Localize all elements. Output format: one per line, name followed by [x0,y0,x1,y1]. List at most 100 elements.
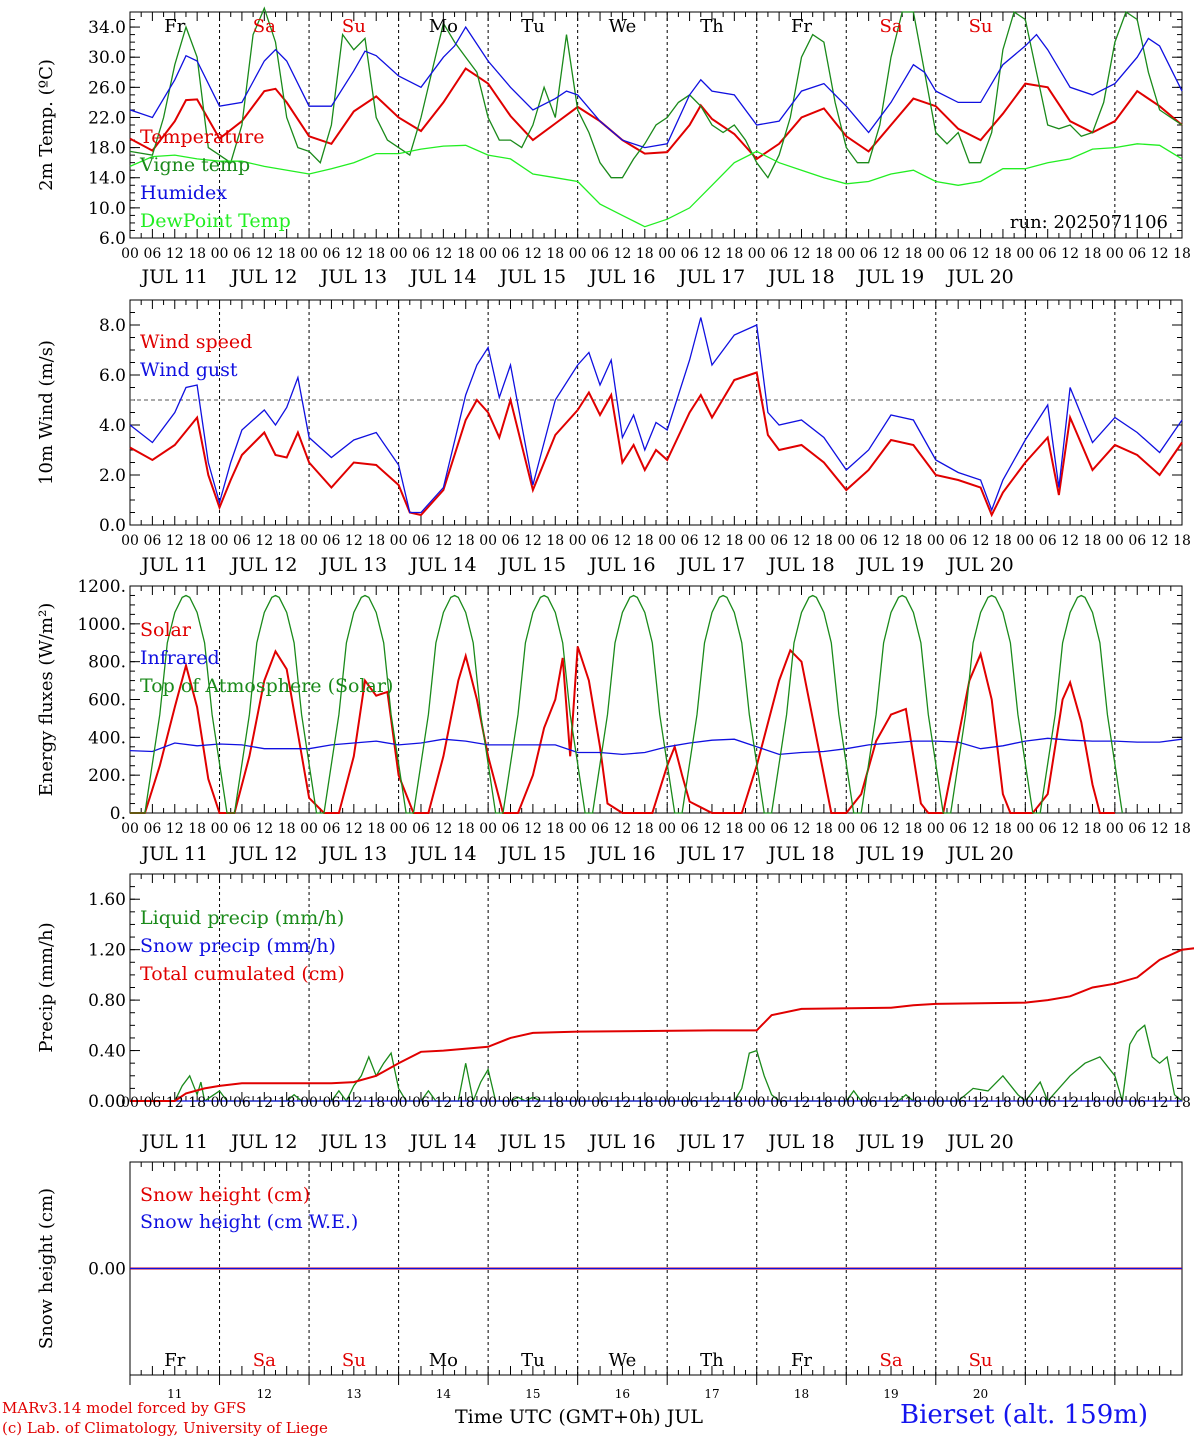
hour-tick-label: 00 [300,1095,318,1111]
hour-tick-label: 12 [255,246,273,262]
hour-tick-label: 12 [972,246,990,262]
date-label: JUL 17 [677,266,745,288]
y-axis-title: Snow height (cm) [36,1188,57,1349]
hour-tick-label: 06 [143,821,161,837]
hour-tick-label: 06 [860,533,878,549]
hour-tick-label: 06 [502,533,520,549]
y-tick-label: 2.0 [99,466,126,486]
y-tick-label: 22.0 [88,108,126,128]
hour-tick-label: 00 [211,533,229,549]
hour-tick-label: 06 [860,246,878,262]
day-name-label: We [609,1350,637,1371]
hour-tick-label: 18 [904,821,922,837]
hour-tick-label: 06 [681,1095,699,1111]
date-label: JUL 15 [498,554,566,576]
y-tick-label: 0. [110,804,126,824]
hour-tick-label: 18 [725,246,743,262]
hour-tick-label: 18 [725,1095,743,1111]
hour-tick-label: 00 [479,1095,497,1111]
date-label: JUL 16 [587,843,655,865]
date-label: JUL 19 [856,1131,924,1153]
hour-tick-label: 18 [546,821,564,837]
date-label: JUL 16 [587,266,655,288]
y-tick-label: 600. [88,691,126,711]
date-label: JUL 13 [319,843,387,865]
hour-tick-label: 18 [636,821,654,837]
hour-tick-label: 18 [904,1095,922,1111]
date-label: JUL 14 [408,554,476,576]
hour-tick-label: 12 [614,1095,632,1111]
hour-tick-label: 00 [837,1095,855,1111]
day-name-label: We [609,16,637,37]
hour-tick-label: 12 [703,533,721,549]
hour-tick-label: 18 [278,533,296,549]
y-tick-label: 0.40 [88,1042,126,1062]
hour-tick-label: 12 [793,821,811,837]
hour-tick-label: 00 [1016,821,1034,837]
hour-tick-label: 12 [1151,246,1169,262]
series-line-total-cumulated-cm- [130,947,1194,1102]
hour-tick-label: 00 [658,821,676,837]
legend-entry: Top of Atmosphere (Solar) [140,675,393,697]
hour-tick-label: 18 [188,1095,206,1111]
y-tick-label: 26.0 [88,78,126,98]
date-label: JUL 13 [319,554,387,576]
hour-tick-label: 00 [390,533,408,549]
hour-tick-label: 18 [815,533,833,549]
y-tick-label: 1.60 [88,890,126,910]
series-line-temperature [129,67,1183,161]
legend-entry: Humidex [140,182,227,204]
hour-tick-label: 12 [255,821,273,837]
hour-tick-label: 18 [278,1095,296,1111]
y-tick-label: 0.00 [88,1260,126,1280]
series-line-solar [130,646,1115,814]
hour-tick-label: 18 [546,1095,564,1111]
series-line-vigne-temp [129,6,1183,179]
hour-tick-label: 00 [300,821,318,837]
y-tick-label: 0.0 [99,516,126,536]
hour-tick-label: 18 [188,246,206,262]
hour-tick-label: 12 [166,246,184,262]
date-label: JUL 20 [945,266,1013,288]
hour-tick-label: 18 [1173,533,1191,549]
hour-tick-label: 00 [1106,1095,1124,1111]
date-label: JUL 11 [140,1131,208,1153]
hour-tick-label: 00 [479,533,497,549]
day-name-label: Tu [521,1350,545,1371]
y-axis-title: Precip (mm/h) [36,922,57,1052]
y-tick-label: 0.00 [88,1092,126,1112]
hour-tick-label: 12 [255,533,273,549]
hour-tick-label: 06 [143,533,161,549]
hour-tick-label: 12 [345,1095,363,1111]
hour-tick-label: 18 [367,533,385,549]
hour-tick-label: 18 [815,246,833,262]
hour-tick-label: 18 [457,821,475,837]
hour-tick-label: 06 [1039,533,1057,549]
hour-tick-label: 18 [278,821,296,837]
hour-tick-label: 00 [1106,246,1124,262]
hour-tick-label: 12 [614,821,632,837]
hour-tick-label: 00 [300,533,318,549]
hour-tick-label: 00 [927,1095,945,1111]
hour-tick-label: 06 [323,821,341,837]
hour-tick-label: 06 [949,246,967,262]
hour-tick-label: 12 [703,246,721,262]
date-label: JUL 19 [856,554,924,576]
hour-tick-label: 18 [1084,246,1102,262]
hour-tick-label: 12 [882,533,900,549]
y-tick-label: 4.0 [99,416,126,436]
hour-tick-label: 00 [390,1095,408,1111]
y-axis-title: 10m Wind (m/s) [36,340,57,485]
hour-tick-label: 00 [1016,246,1034,262]
y-tick-label: 0.80 [88,991,126,1011]
hour-tick-label: 00 [390,246,408,262]
hour-tick-label: 00 [658,533,676,549]
date-label: JUL 11 [140,843,208,865]
hour-tick-label: 12 [882,1095,900,1111]
hour-tick-label: 12 [166,1095,184,1111]
legend-entry: Total cumulated (cm) [140,963,345,985]
hour-tick-label: 18 [457,246,475,262]
hour-tick-label: 06 [412,533,430,549]
date-label: JUL 12 [229,1131,297,1153]
